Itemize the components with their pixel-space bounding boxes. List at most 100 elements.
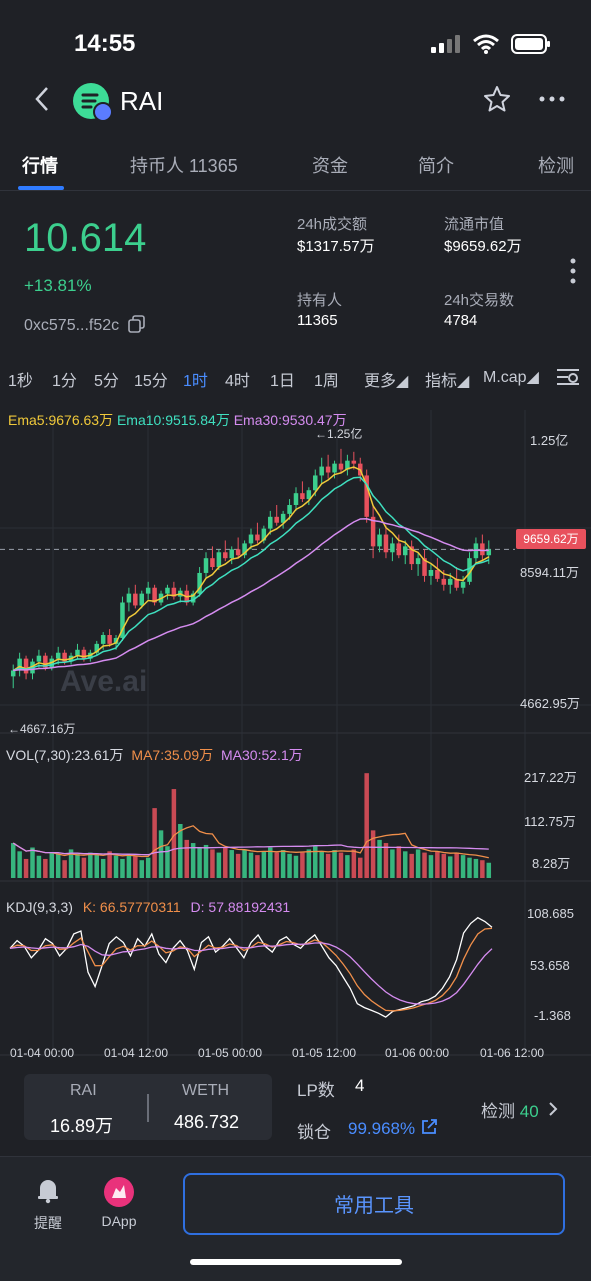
tf-4h[interactable]: 4时 [225,373,250,390]
ema5-line [12,466,490,672]
lock-value: 99.968% [348,1119,416,1138]
candle-body [133,593,138,606]
candle-body [248,534,254,544]
vol-ma7-line [12,825,489,859]
volume-bar [332,850,337,878]
candle-body [313,475,318,491]
candle-body [43,655,48,668]
candle-body [203,558,209,573]
candle-body [216,552,222,568]
volume-bar [396,846,402,878]
volume-bar [454,852,459,878]
volume-bar [107,851,112,878]
volume-bar [422,852,427,878]
candle-body [338,463,344,470]
chart-settings-icon[interactable] [556,366,580,388]
volume-bar [274,852,279,878]
tab-market[interactable]: 行情 [22,156,58,176]
volume-bar [447,856,453,878]
vol-tick-high: 217.22万 [524,770,577,785]
active-tab-indicator [18,186,64,190]
volume-bar [49,852,55,878]
tf-1w[interactable]: 1周 [314,373,339,390]
candle-body [190,593,196,603]
tf-mcap[interactable]: M.cap◢ [483,369,539,386]
volume-bar [435,851,440,878]
tf-indicators[interactable]: 指标◢ [425,373,470,390]
volume-bar [55,853,61,878]
candle-body [235,549,241,556]
bell-icon [38,1180,58,1204]
tab-detect[interactable]: 检测 [538,156,574,176]
tf-15m[interactable]: 15分 [134,373,168,390]
candle-body [55,652,61,659]
ethereum-badge-icon [93,102,113,122]
back-chevron-icon[interactable] [32,84,52,122]
legend-ma7: MA7:35.09万 [131,747,214,763]
candle-body [435,570,440,579]
candle-body [165,587,170,594]
tf-1h[interactable]: 1时 [183,373,208,390]
volume-bar [184,839,189,878]
volume-bar [94,855,100,878]
tab-funds[interactable]: 资金 [312,156,348,176]
common-tools-button[interactable]: 常用工具 [183,1173,565,1235]
tf-1d[interactable]: 1日 [270,373,295,390]
volume-bar [345,855,350,878]
candle-body [107,635,112,644]
volume-bar [126,853,132,878]
candle-body [332,463,337,473]
candle-body [486,549,492,556]
volume-bar [351,849,357,878]
tf-more[interactable]: 更多◢ [364,373,409,390]
candle-body [120,602,125,638]
tf-indicators-label: 指标 [425,373,458,390]
candle-body [280,513,286,523]
candle-body [152,587,157,603]
price-change: +13.81% [24,276,92,295]
status-time: 14:55 [74,30,136,57]
tf-5m[interactable]: 5分 [94,373,119,390]
address-text: 0xc575...f52c [24,317,120,334]
dapp-button[interactable]: DApp [96,1176,142,1229]
more-dots-icon[interactable] [538,84,566,121]
legend-ema5: Ema5:9676.63万 [8,412,114,428]
copy-icon[interactable] [127,315,146,333]
volume-bar [23,858,29,878]
star-icon[interactable] [482,84,512,119]
volume-bar [280,850,286,878]
detect-link[interactable]: 检测 40 [481,1097,559,1122]
alert-label: 提醒 [34,1215,62,1231]
tf-mcap-label: M.cap [483,369,527,386]
legend-ma30: MA30:52.1万 [221,747,303,763]
volume-bar [255,855,260,878]
alert-button[interactable]: 提醒 [31,1176,65,1233]
lp-count-label: LP数 [297,1081,335,1100]
volume-bar [409,853,414,878]
candle-body [261,528,267,541]
candle-body [370,516,376,547]
signal-icon [431,35,460,53]
y-tick-mid: 8594.11万 [520,565,580,580]
ema30-line [13,518,489,672]
price-chart[interactable] [0,400,591,1070]
candle-body [460,581,466,588]
volume-bar [293,855,299,878]
tab-intro[interactable]: 简介 [418,156,454,176]
low-marker: ←4667.16万 [8,722,76,736]
volume-bar [467,857,472,878]
volume-bar [358,857,363,878]
volume-bar [261,851,267,878]
legend-k: K: 66.57770311 [82,899,181,915]
candle-body [447,578,453,585]
stat-value-mcap: $9659.62万 [444,238,522,255]
tf-1s[interactable]: 1秒 [8,373,33,390]
lock-link[interactable]: 99.968% [348,1118,438,1139]
volume-bar [235,853,241,878]
tab-holders[interactable]: 持币人 11365 [130,156,238,176]
vertical-dots-icon[interactable] [569,258,577,289]
kdj-tick-low: -1.368 [534,1008,571,1023]
tf-1m[interactable]: 1分 [52,373,77,390]
candle-body [81,649,87,659]
candle-body [300,493,305,500]
